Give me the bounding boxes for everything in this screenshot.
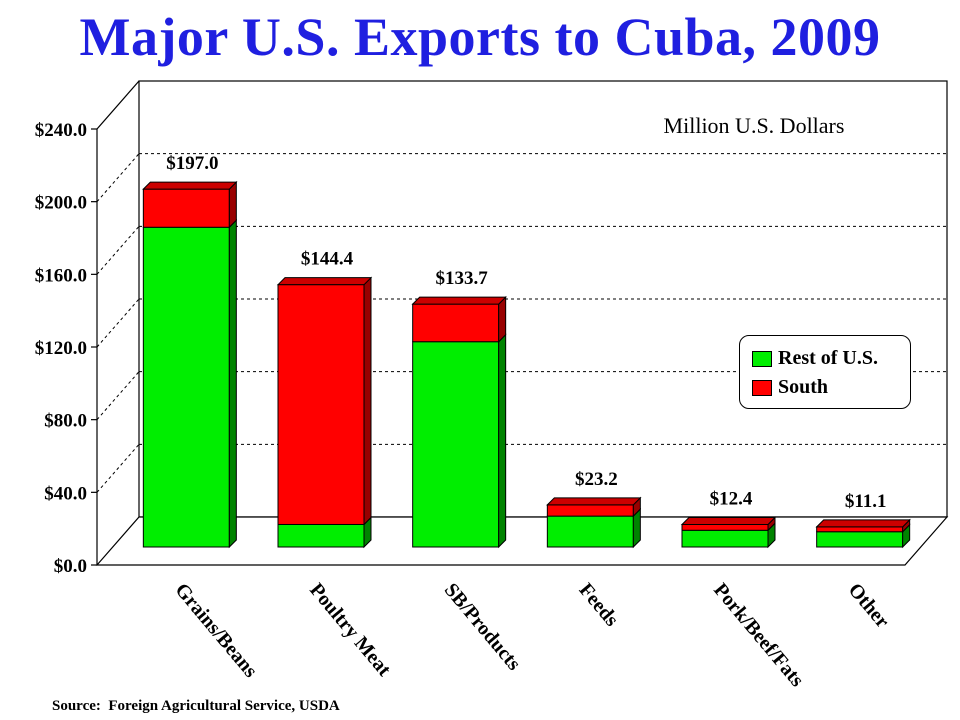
bar-south (546, 504, 634, 517)
gridline-side (96, 371, 140, 420)
bar-south-side (498, 295, 507, 343)
bar-top (276, 277, 373, 286)
chart-title: Major U.S. Exports to Cuba, 2009 (79, 7, 881, 67)
bar-south (816, 526, 904, 533)
bar-total-label: $23.2 (575, 469, 618, 490)
bar-group: $12.4 (680, 488, 777, 549)
bar-rest-side (228, 219, 237, 549)
gridline-side (96, 298, 140, 348)
y-tick-label: $80.0 (44, 411, 87, 432)
y-tick-label: $0.0 (54, 556, 87, 577)
bar-south-side (363, 276, 372, 526)
bar-rest (277, 523, 365, 548)
bar-top (815, 519, 911, 528)
x-tick-label: Grains/Beans (171, 579, 262, 682)
chart-top-edge (96, 80, 140, 130)
bar-total-label: $11.1 (845, 491, 887, 512)
legend-label-rest: Rest of U.S. (778, 347, 878, 369)
bar-group: $197.0 (142, 153, 238, 549)
bar-rest (412, 341, 500, 548)
bar-south (142, 188, 230, 228)
x-tick-label: Other (844, 579, 894, 632)
bar-rest-side (498, 333, 507, 549)
legend-item-rest: Rest of U.S. (752, 344, 910, 373)
bar-group: $144.4 (276, 249, 373, 549)
bar-south (681, 523, 769, 531)
x-tick-label: Pork/Beef/Fats (709, 579, 808, 691)
bar-south (412, 303, 500, 343)
source-note: Source: Foreign Agricultural Service, US… (52, 698, 340, 714)
gridline-side (96, 444, 140, 493)
x-tick-label: Poultry Meat (305, 579, 395, 681)
y-tick-label: $200.0 (35, 193, 87, 214)
y-tick-label: $40.0 (44, 483, 87, 504)
bar-total-label: $144.4 (301, 249, 354, 270)
bar-rest (546, 515, 634, 548)
bar-rest (142, 226, 230, 548)
x-tick-label: SB/Products (440, 579, 525, 675)
bar-top (142, 181, 238, 190)
bar-top (546, 497, 642, 506)
legend-swatch-south (752, 379, 772, 396)
legend-label-south: South (778, 376, 829, 398)
y-tick-label: $160.0 (35, 265, 87, 286)
bar-top (680, 516, 777, 525)
legend-swatch-rest (752, 350, 772, 367)
bar-group: $11.1 (815, 491, 911, 549)
y-tick-label: $240.0 (35, 120, 87, 141)
legend: Rest of U.S. South (739, 335, 911, 409)
x-tick-label: Feeds (575, 579, 623, 631)
gridline-side (96, 226, 140, 275)
y-tick-label: $120.0 (35, 338, 87, 359)
unit-label: Million U.S. Dollars (664, 113, 845, 138)
bar-south-side (228, 180, 237, 229)
bar-total-label: $197.0 (166, 153, 218, 174)
bar-rest (681, 529, 769, 548)
bar-chart: $0.0 $40.0 $80.0 $120.0 $160.0 $200.0 $240.0 $… (35, 80, 949, 691)
bar-group: $133.7 (411, 268, 507, 549)
gridline-side (96, 153, 140, 202)
bar-total-label: $133.7 (436, 268, 489, 289)
bar-group: $23.2 (546, 469, 642, 549)
bar-total-label: $12.4 (710, 488, 753, 509)
legend-item-south: South (752, 373, 910, 402)
bar-south (277, 284, 365, 525)
bar-rest (816, 531, 904, 548)
bar-top (411, 296, 507, 305)
